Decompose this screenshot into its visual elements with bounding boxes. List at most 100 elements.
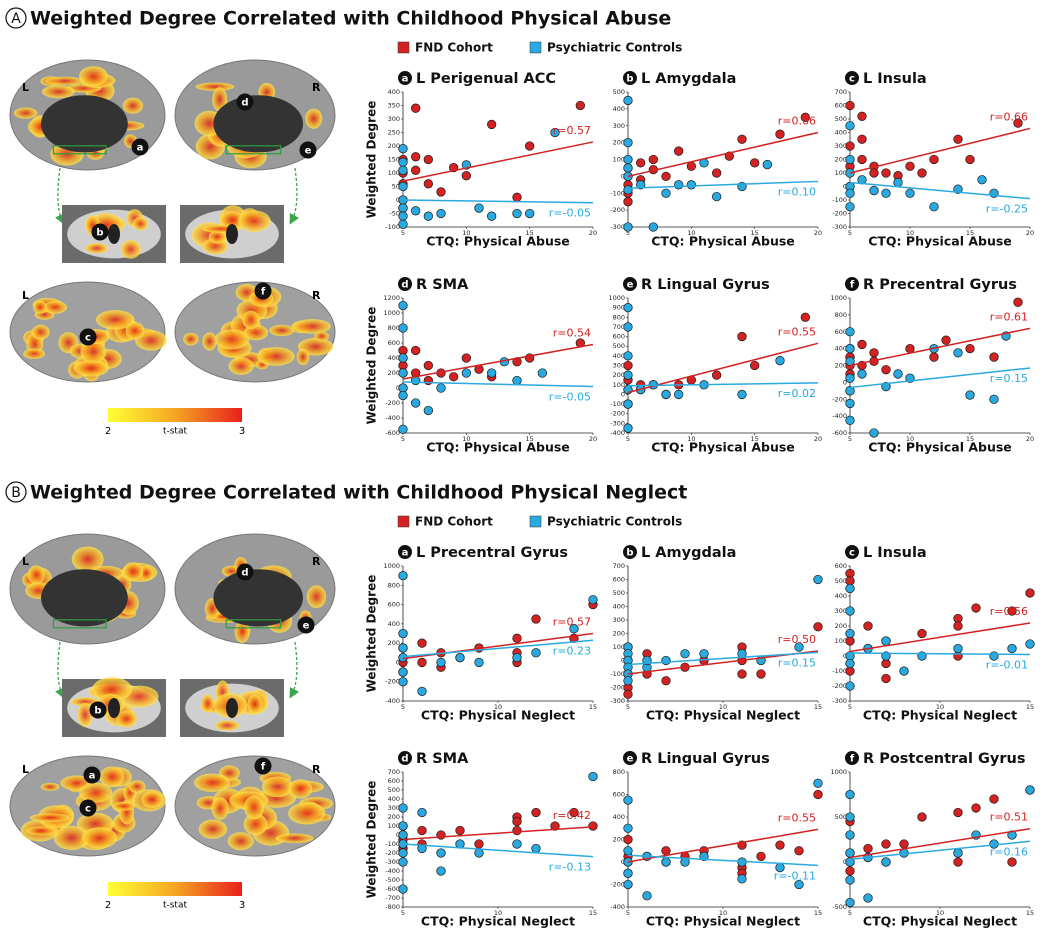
- point: [989, 394, 999, 404]
- y-tick-label: 1200: [383, 294, 400, 302]
- x-axis-label: CTQ: Physical Neglect: [646, 914, 800, 929]
- point: [686, 180, 696, 190]
- y-tick-label: -300: [610, 419, 625, 427]
- point: [588, 595, 598, 605]
- corpus: [41, 569, 128, 627]
- point: [845, 356, 855, 366]
- roi-box: [52, 145, 107, 155]
- legend-label: Psychiatric Controls: [547, 515, 682, 529]
- letter-label: a: [402, 74, 409, 85]
- x-tick-label: 10: [719, 703, 727, 711]
- point: [661, 846, 671, 856]
- point: [648, 154, 658, 165]
- ventricle: [108, 224, 120, 244]
- letter-badge: [254, 757, 272, 775]
- point: [623, 137, 633, 148]
- point: [398, 165, 408, 175]
- point: [623, 185, 633, 195]
- point: [971, 803, 981, 813]
- fit-label: r=0.16: [990, 845, 1028, 858]
- activation: [26, 826, 57, 836]
- point: [845, 141, 855, 151]
- activation: [123, 562, 144, 581]
- point: [623, 197, 633, 207]
- y-tick-label: 500: [613, 589, 625, 597]
- point: [398, 323, 408, 333]
- point: [712, 191, 722, 202]
- point: [845, 386, 855, 396]
- x-tick-label: 5: [401, 703, 405, 711]
- activation: [219, 211, 245, 230]
- point: [411, 398, 421, 408]
- y-tick-label: 200: [835, 622, 847, 630]
- y-tick-label: 300: [388, 804, 400, 812]
- section-marker-ring: [5, 481, 27, 503]
- point: [917, 168, 927, 178]
- point: [436, 848, 446, 858]
- point: [455, 825, 465, 836]
- letter-badge: [845, 545, 859, 559]
- hemisphere-label: R: [312, 763, 321, 776]
- y-tick-label: 400: [835, 345, 847, 353]
- point: [929, 202, 939, 212]
- letter-badge: [89, 701, 107, 719]
- point: [661, 857, 671, 867]
- point: [661, 171, 671, 182]
- point: [750, 360, 760, 371]
- x-tick-label: 15: [1026, 703, 1034, 711]
- y-tick-label: 0: [621, 657, 625, 665]
- fit-label: r=0.57: [553, 616, 591, 629]
- y-tick-label: -400: [832, 412, 847, 420]
- fit-label: r=0.02: [778, 387, 816, 400]
- x-tick-label: 20: [589, 229, 597, 237]
- activation: [242, 310, 260, 330]
- point: [989, 794, 999, 804]
- letter-badge: [297, 616, 315, 634]
- y-tick-label: -200: [610, 206, 625, 214]
- point: [953, 807, 963, 818]
- activation: [128, 780, 146, 794]
- y-tick-label: -700: [385, 894, 400, 902]
- chart-title: R Precentral Gyrus: [863, 277, 1017, 293]
- y-tick-label: 400: [835, 592, 847, 600]
- activation: [99, 766, 125, 788]
- point: [953, 857, 963, 867]
- corpus: [41, 95, 128, 153]
- point: [512, 825, 522, 836]
- point: [550, 821, 560, 831]
- y-tick-label: -50: [389, 210, 400, 218]
- point: [623, 370, 633, 380]
- point: [893, 369, 903, 379]
- point: [1007, 643, 1017, 654]
- point: [417, 686, 427, 697]
- chart-title: L Perigenual ACC: [416, 71, 556, 87]
- y-axis-label: Weighted Degree: [365, 575, 379, 693]
- y-tick-label: 600: [613, 576, 625, 584]
- activation: [247, 694, 263, 714]
- x-tick-label: 15: [751, 229, 759, 237]
- point: [737, 134, 747, 144]
- x-tick-label: 5: [848, 909, 852, 917]
- point: [929, 154, 939, 165]
- activation: [275, 833, 314, 844]
- fit-label: r=0.51: [990, 811, 1028, 824]
- point: [845, 658, 855, 669]
- activation: [243, 813, 268, 836]
- fit-label: r=0.56: [990, 605, 1028, 618]
- letter-label: d: [241, 568, 248, 579]
- point: [411, 345, 421, 356]
- legend-label: Psychiatric Controls: [547, 41, 682, 55]
- point: [699, 649, 709, 659]
- point: [813, 622, 823, 632]
- fit-label: r=0.66: [990, 110, 1028, 123]
- y-tick-label: 200: [613, 371, 625, 379]
- letter-badge: [236, 93, 254, 111]
- x-tick-label: 15: [589, 703, 597, 711]
- colorbar: [108, 882, 242, 896]
- letter-badge: [131, 138, 149, 156]
- hemisphere-label: R: [312, 289, 321, 302]
- chart-title: R Lingual Gyrus: [641, 277, 770, 293]
- x-tick-label: 10: [906, 229, 914, 237]
- x-tick-label: 20: [589, 435, 597, 443]
- point: [423, 154, 433, 165]
